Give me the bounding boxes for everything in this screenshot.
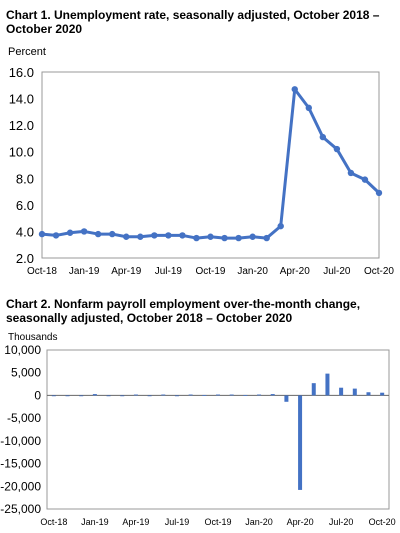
payroll-bar (270, 394, 275, 396)
data-point (277, 222, 284, 230)
data-point (207, 233, 214, 240)
y-tick-label: 10,000 (4, 343, 41, 357)
x-tick-label: Jul-19 (155, 266, 183, 277)
payroll-bar (202, 394, 207, 396)
y-tick-label: -5,000 (7, 411, 41, 425)
payroll-bar (133, 394, 138, 396)
payroll-bar (366, 392, 371, 396)
data-point (319, 133, 327, 141)
payroll-bar (243, 394, 248, 396)
y-tick-label: 0 (34, 388, 41, 402)
chart-1-title: Chart 1. Unemployment rate, seasonally a… (6, 8, 380, 36)
payroll-bar (380, 392, 385, 396)
data-point (221, 234, 228, 242)
chart-2-title: Chart 2. Nonfarm payroll employment over… (6, 297, 361, 325)
x-tick-label: Oct-20 (364, 266, 394, 277)
y-tick-label: 4.0 (16, 224, 34, 239)
x-tick-label: Apr-20 (280, 266, 310, 277)
x-tick-label: Jul-19 (165, 517, 190, 527)
data-point (263, 234, 270, 242)
payroll-bar (51, 395, 56, 397)
y-tick-label: 12.0 (9, 118, 34, 133)
payroll-bar (311, 383, 316, 396)
x-tick-label: Apr-19 (122, 517, 149, 527)
x-tick-label: Jul-20 (323, 266, 351, 277)
data-point (235, 234, 242, 242)
data-point (52, 232, 60, 239)
payroll-bar (161, 394, 166, 396)
payroll-bar (229, 394, 234, 396)
x-tick-label: Oct-18 (40, 517, 67, 527)
plot-area-border (41, 71, 380, 259)
data-point (137, 233, 144, 240)
data-point (375, 189, 383, 197)
payroll-bar (257, 394, 262, 396)
y-tick-label: -15,000 (0, 457, 41, 471)
data-point (109, 230, 116, 238)
payroll-bar (174, 395, 179, 397)
y-tick-label: 10.0 (9, 145, 34, 160)
data-point (361, 176, 369, 183)
plot-area-border (46, 349, 390, 510)
y-axis-label: Thousands (8, 332, 57, 343)
payroll-bar (92, 394, 97, 396)
payroll-bar (352, 388, 357, 396)
data-point (151, 232, 158, 239)
y-tick-label: 6.0 (16, 198, 34, 213)
y-tick-label: -10,000 (0, 434, 41, 448)
payroll-bar (79, 395, 84, 397)
x-tick-label: Oct-19 (204, 517, 231, 527)
data-point (347, 169, 355, 177)
x-tick-label: Jan-20 (245, 517, 273, 527)
y-tick-label: 8.0 (16, 171, 34, 186)
payroll-bar (339, 387, 344, 396)
payroll-bar (188, 394, 193, 396)
unemployment-rate-chart: Percent 2.0 4.0 6.0 8.0 10.0 12.0 14.0 16.0 Oct-1… (8, 46, 394, 277)
x-tick-label: Oct-18 (27, 266, 57, 277)
y-tick-label: -20,000 (0, 479, 41, 493)
y-tick-label: -25,000 (0, 502, 41, 516)
data-point (305, 104, 312, 112)
data-point (165, 232, 172, 239)
payroll-bar (106, 395, 111, 397)
x-tick-label: Oct-19 (195, 266, 225, 277)
x-tick-label: Jan-20 (237, 266, 268, 277)
payroll-bar (65, 395, 70, 397)
data-point (94, 230, 102, 238)
data-point (291, 86, 298, 93)
y-tick-label: 5,000 (11, 366, 41, 380)
y-tick-label: 2.0 (16, 251, 34, 266)
payroll-bar (120, 395, 125, 397)
payroll-bar (216, 394, 220, 396)
payroll-bar (325, 373, 330, 396)
x-tick-label: Jul-20 (329, 517, 354, 527)
data-point (179, 232, 186, 239)
x-tick-label: Apr-20 (287, 517, 314, 527)
payroll-bar (284, 395, 289, 402)
payroll-bar (298, 395, 303, 490)
payroll-bar (147, 395, 152, 397)
data-point (80, 228, 88, 235)
data-point (38, 230, 46, 238)
y-tick-label: 14.0 (9, 92, 34, 107)
x-tick-label: Apr-19 (111, 266, 141, 277)
y-tick-label: 16.0 (9, 65, 34, 80)
data-point (249, 233, 256, 240)
x-tick-label: Oct-20 (369, 517, 396, 527)
y-axis-label: Percent (8, 46, 46, 58)
x-tick-label: Jan-19 (69, 266, 100, 277)
data-point (66, 229, 74, 236)
data-point (333, 145, 341, 153)
data-point (193, 234, 200, 242)
x-tick-label: Jan-19 (81, 517, 109, 527)
data-point (123, 233, 130, 240)
